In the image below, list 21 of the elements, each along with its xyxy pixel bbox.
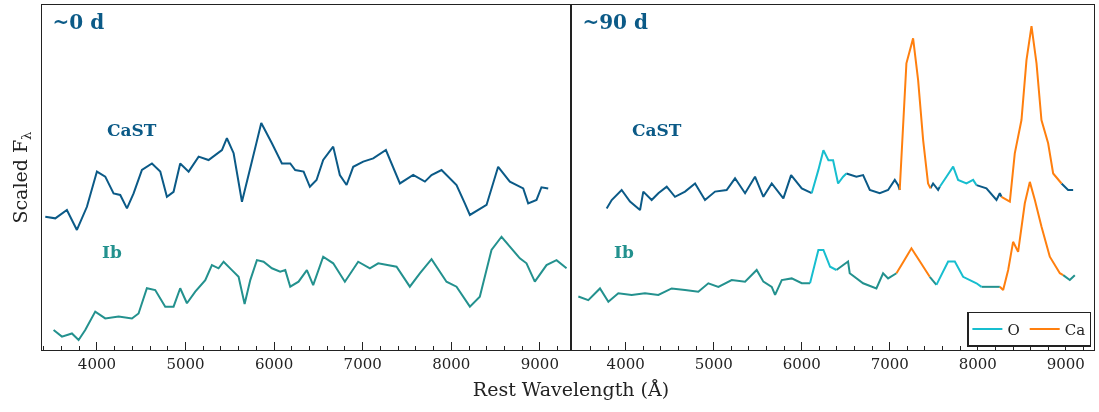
x-tick-label: 5000 [694,355,733,374]
x-tick-label: 9000 [520,355,559,374]
annotation: Ib [102,242,122,262]
x-tick-label: 8000 [958,355,997,374]
annotation: Ib [614,242,634,262]
x-tick-label: 4000 [606,355,645,374]
annotation: CaST [632,120,682,140]
x-tick-label: 7000 [870,355,909,374]
legend-label: Ca [1064,320,1086,339]
x-tick-label: 6000 [255,355,294,374]
x-tick-label: 9000 [1046,355,1085,374]
x-tick-label: 5000 [166,355,205,374]
x-tick-label: 7000 [343,355,382,374]
chart-title: ~90 d [582,10,648,35]
x-axis-title: Rest Wavelength (Å) [471,378,671,400]
x-tick-label: 6000 [782,355,821,374]
x-tick-label: 8000 [432,355,471,374]
x-tick-label: 4000 [77,355,117,374]
chart-title: ~0 d [52,10,105,35]
legend-label: O [1007,320,1020,339]
annotation: CaST [107,120,157,140]
